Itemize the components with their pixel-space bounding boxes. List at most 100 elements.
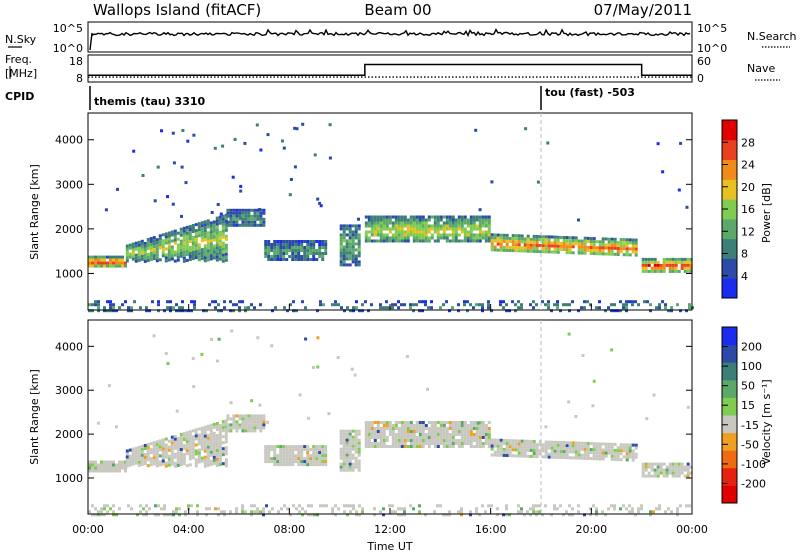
heatmap-cell <box>628 253 632 257</box>
heatmap-cell <box>250 504 253 508</box>
heatmap-cell <box>487 233 491 237</box>
heatmap-cell <box>158 439 162 443</box>
heatmap-cell <box>415 215 419 219</box>
heatmap-cell <box>188 439 192 443</box>
heatmap-cell <box>297 240 301 243</box>
heatmap-cell <box>613 448 617 452</box>
heatmap-cell <box>559 453 563 456</box>
heatmap-cell <box>179 239 183 243</box>
heatmap-cell <box>182 247 186 251</box>
heatmap-cell <box>379 236 383 240</box>
heatmap-cell <box>324 448 328 452</box>
heatmap-cell <box>649 309 652 313</box>
heatmap-cell <box>391 442 395 445</box>
heatmap-cell <box>478 303 481 307</box>
heatmap-cell <box>658 507 661 511</box>
heatmap-cell <box>357 441 361 445</box>
heatmap-cell <box>191 257 195 260</box>
heatmap-cell <box>321 463 325 467</box>
heatmap-cell <box>203 244 207 248</box>
heatmap-cell <box>357 468 361 472</box>
heatmap-cell <box>647 269 651 273</box>
heatmap-cell <box>424 439 428 442</box>
heatmap-cell <box>143 453 147 456</box>
heatmap-cell <box>367 221 371 225</box>
heatmap-cell <box>388 430 392 433</box>
heatmap-cell <box>397 236 401 240</box>
heatmap-cell <box>205 513 208 517</box>
heatmap-cell <box>318 246 322 249</box>
heatmap-cell <box>270 445 274 449</box>
heatmap-cell <box>487 442 491 445</box>
heatmap-cell <box>472 306 475 310</box>
heatmap-cell <box>152 257 156 261</box>
heatmap-cell <box>238 306 241 310</box>
heatmap-cell <box>241 223 245 227</box>
heatmap-cell <box>656 474 660 478</box>
heatmap-cell <box>176 252 180 256</box>
heatmap-cell <box>367 433 371 436</box>
heatmap-cell <box>583 239 587 243</box>
heatmap-cell <box>451 430 455 433</box>
heatmap-cell <box>574 239 578 243</box>
heatmap-cell <box>403 421 407 424</box>
heatmap-cell <box>403 436 407 439</box>
heatmap-cell <box>226 223 230 227</box>
heatmap-cell <box>324 252 328 255</box>
heatmap-cell <box>203 229 207 233</box>
heatmap-cell <box>161 456 165 460</box>
colorbar-swatch <box>722 397 737 416</box>
heatmap-cell <box>659 468 663 472</box>
colorbar-swatch <box>722 159 737 180</box>
colorbar-swatch <box>722 179 737 200</box>
heatmap-cell <box>662 462 666 466</box>
heatmap-cell <box>348 233 352 237</box>
heatmap-cell <box>215 455 219 458</box>
heatmap-cell <box>342 239 346 243</box>
heatmap-cell <box>267 243 271 246</box>
heatmap-cell <box>282 258 286 261</box>
heatmap-cell <box>427 433 431 436</box>
heatmap-cell <box>164 455 168 459</box>
heatmap-cell <box>339 432 343 436</box>
heatmap-cell <box>391 439 395 442</box>
heatmap-cell <box>430 427 434 430</box>
heatmap-cell <box>241 504 244 508</box>
heatmap-cell <box>400 236 404 240</box>
heatmap-cell <box>273 451 277 455</box>
heatmap-cell <box>300 240 304 243</box>
heatmap-cell <box>436 218 440 222</box>
heatmap-cell <box>496 239 500 243</box>
heatmap-cell <box>316 365 320 369</box>
heatmap-cell <box>170 453 174 457</box>
heatmap-cell <box>412 224 416 228</box>
heatmap-cell <box>463 421 467 424</box>
heatmap-cell <box>490 309 493 313</box>
heatmap-cell <box>224 425 228 429</box>
heatmap-cell <box>644 462 648 466</box>
heatmap-cell <box>118 469 121 473</box>
heatmap-cell <box>103 306 106 310</box>
heatmap-cell <box>318 457 322 461</box>
heatmap-cell <box>370 433 374 436</box>
heatmap-cell <box>481 306 484 310</box>
heatmap-cell <box>285 451 289 455</box>
heatmap-cell <box>124 300 127 304</box>
heatmap-cell <box>412 236 416 240</box>
heatmap-cell <box>415 303 418 307</box>
heatmap-cell <box>351 248 355 252</box>
heatmap-cell <box>631 241 635 245</box>
heatmap-cell <box>318 451 322 455</box>
heatmap-cell <box>589 457 593 461</box>
heatmap-cell <box>625 247 629 251</box>
heatmap-cell <box>357 465 361 469</box>
heatmap-cell <box>303 252 307 255</box>
heatmap-cell <box>173 253 177 257</box>
heatmap-cell <box>472 433 476 436</box>
heatmap-cell <box>677 257 681 261</box>
heatmap-cell <box>484 430 488 433</box>
heatmap-cell <box>448 227 452 231</box>
heatmap-cell <box>206 463 210 467</box>
heatmap-cell <box>595 513 598 517</box>
freq-label-2: [MHz] <box>5 67 37 80</box>
